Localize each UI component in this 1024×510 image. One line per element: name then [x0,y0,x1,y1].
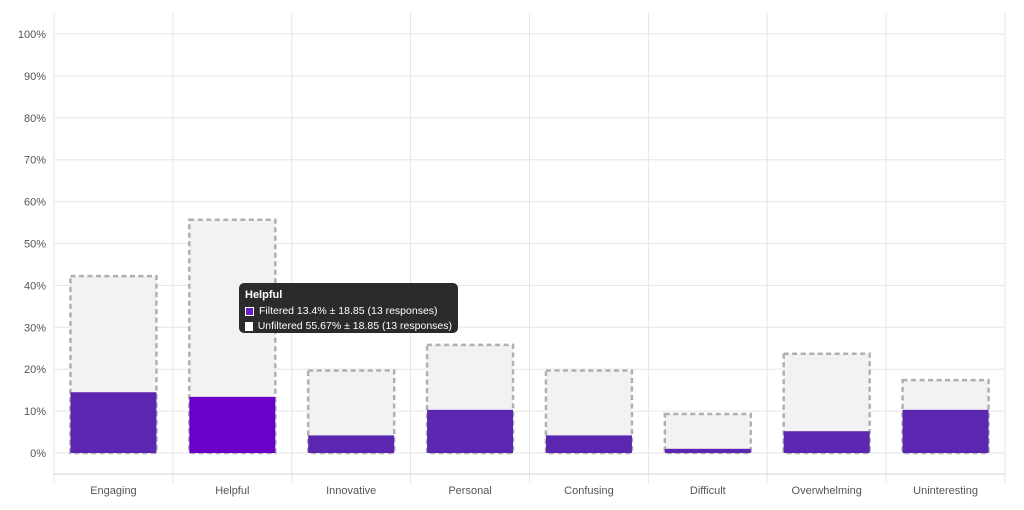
x-category-label: Innovative [326,485,376,497]
y-tick-label: 90% [24,71,46,83]
tooltip-filtered-row: Filtered 13.4% ± 18.85 (13 responses) [245,304,452,319]
y-tick-label: 70% [24,155,46,167]
y-tick-label: 40% [24,280,46,292]
y-axis-ticks: 0% 10% 20% 30% 40% 50% 60% 70% 80% 90% 100% [18,29,46,460]
x-category-label: Difficult [690,485,726,497]
y-tick-label: 20% [24,364,46,376]
y-tick-label: 80% [24,113,46,125]
y-tick-label: 10% [24,406,46,418]
unfiltered-bar [663,412,753,455]
filtered-bar [902,409,989,453]
filtered-bar [70,392,157,453]
filtered-bar [664,448,751,453]
x-category-label: Overwhelming [792,485,862,497]
y-tick-label: 60% [24,197,46,209]
filtered-bar [189,396,276,453]
x-category-label: Engaging [90,485,137,497]
tooltip-unfiltered-text: Unfiltered 55.67% ± 18.85 (13 responses) [257,320,452,332]
x-category-label: Uninteresting [913,485,978,497]
filtered-swatch-icon [245,307,254,316]
filtered-bar [308,435,395,453]
y-tick-label: 50% [24,239,46,251]
filtered-bar [427,409,514,453]
tooltip: Helpful Filtered 13.4% ± 18.85 (13 respo… [239,283,458,333]
unfiltered-swatch-icon [245,322,253,331]
y-tick-label: 100% [18,29,46,41]
x-category-label: Personal [448,485,491,497]
filtered-bar [783,431,870,453]
x-category-label: Helpful [215,485,249,497]
x-axis-categories: Engaging Helpful Innovative Personal Confusi… [90,485,978,497]
tooltip-unfiltered-row: Unfiltered 55.67% ± 18.85 (13 responses) [245,319,452,334]
x-category-label: Confusing [564,485,614,497]
y-tick-label: 0% [30,448,46,460]
bars [69,218,990,455]
tooltip-title: Helpful [245,289,283,301]
tooltip-filtered-text: Filtered 13.4% ± 18.85 (13 responses) [259,305,438,317]
y-tick-label: 30% [24,322,46,334]
filtered-bar [545,435,632,453]
